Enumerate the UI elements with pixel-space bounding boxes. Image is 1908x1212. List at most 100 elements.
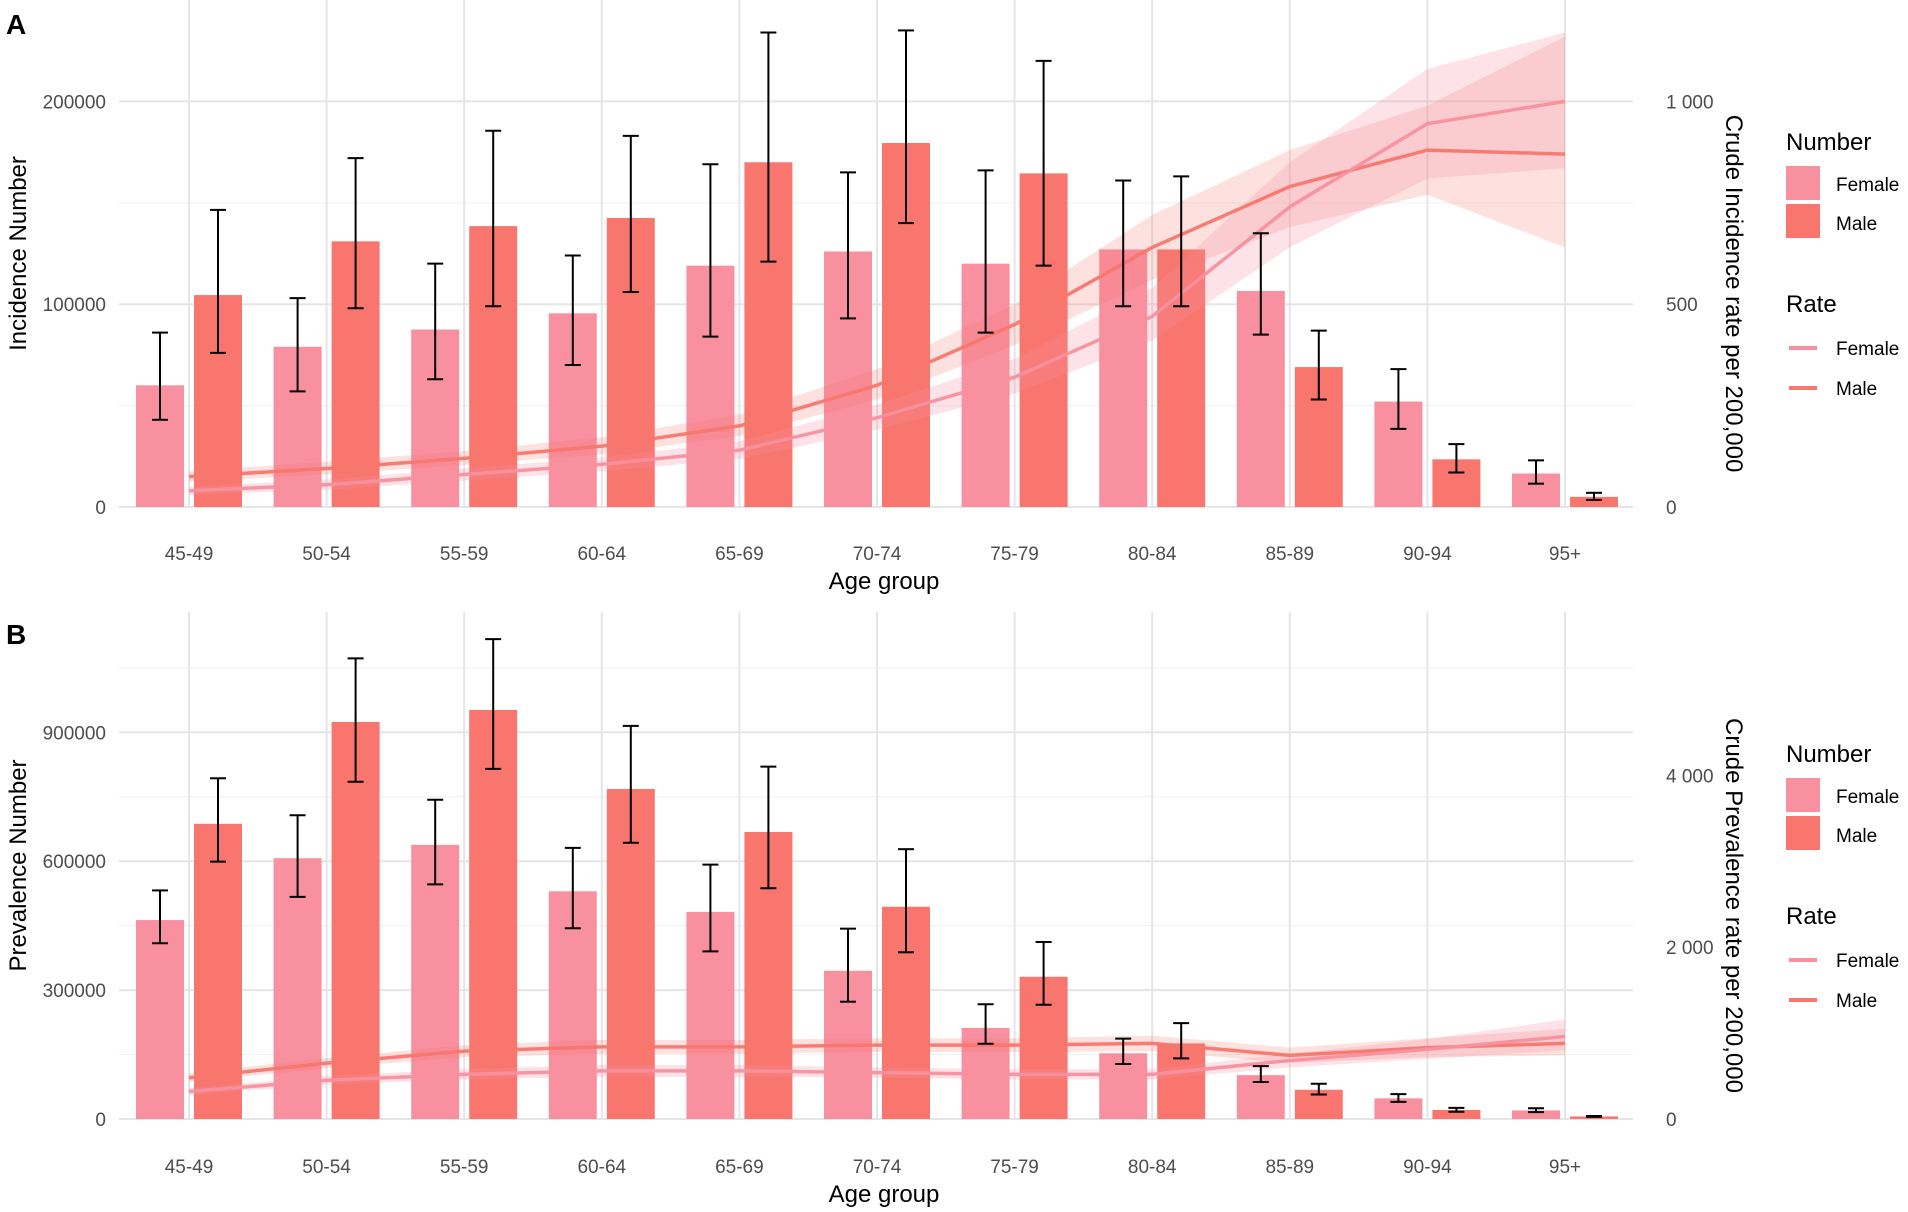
legend-label-male-rate: Male xyxy=(1836,991,1877,1012)
female-rate-ci-ribbon xyxy=(189,32,1565,495)
x-tick-label: 45-49 xyxy=(165,1157,214,1178)
y-axis-title: Prevalence Number xyxy=(5,759,32,971)
y-axis-title: Incidence Number xyxy=(5,156,32,351)
male-error-bar xyxy=(1035,940,1052,1006)
male-error-bar xyxy=(210,777,226,863)
x-axis-title: Age group xyxy=(829,1181,940,1207)
female-error-bar xyxy=(1252,232,1269,336)
panel-label: A xyxy=(6,9,26,40)
legend: Number Female Male Rate Female Male xyxy=(1786,741,1899,1012)
y2-tick-label: 500 xyxy=(1666,295,1698,316)
x-tick-label: 90-94 xyxy=(1403,1157,1452,1178)
male-error-bar xyxy=(1448,443,1465,474)
male-error-bar xyxy=(622,134,639,294)
male-bar xyxy=(331,721,380,1119)
male-error-bar xyxy=(1586,1114,1602,1118)
x-axis-title: Age group xyxy=(829,568,940,595)
male-error-bar xyxy=(1586,491,1602,501)
legend-key-female-bar xyxy=(1786,166,1820,200)
y-tick-label: 600000 xyxy=(43,852,106,873)
x-tick-label: 80-84 xyxy=(1128,1157,1177,1178)
female-bar xyxy=(136,920,184,1119)
y2-tick-label: 1 000 xyxy=(1666,92,1714,113)
female-rate-line xyxy=(188,99,1566,493)
female-rate-ci-ribbon xyxy=(189,1019,1565,1095)
male-error-bar xyxy=(1173,1022,1190,1060)
x-tick-label: 50-54 xyxy=(302,1157,351,1178)
male-error-bar xyxy=(622,724,639,844)
male-error-bar xyxy=(1310,1082,1327,1096)
x-tick-label: 95+ xyxy=(1549,544,1581,565)
x-tick-label: 95+ xyxy=(1549,1157,1581,1178)
legend: Number Female Male Rate Female Male xyxy=(1786,129,1899,400)
male-error-bar xyxy=(485,129,502,308)
male-error-bar xyxy=(210,208,226,354)
female-bar xyxy=(273,858,322,1119)
x-tick-label: 80-84 xyxy=(1128,544,1177,565)
female-error-bar xyxy=(1252,1065,1269,1084)
legend-label-male-rate: Male xyxy=(1836,379,1877,400)
male-error-bar xyxy=(1310,329,1327,401)
panel-B: 0 300000 600000 900000 0 2 000 4 000 45-49 50-54… xyxy=(5,612,1899,1208)
x-tick-label: 85-89 xyxy=(1265,544,1314,565)
male-error-bar xyxy=(485,638,502,770)
legend-label-female-rate: Female xyxy=(1836,339,1899,360)
female-error-bar xyxy=(1390,1093,1407,1103)
male-bar xyxy=(1432,1109,1481,1119)
y-tick-label: 300000 xyxy=(43,981,106,1002)
legend-title-number: Number xyxy=(1786,129,1871,156)
male-error-bar xyxy=(347,657,364,783)
female-error-bar xyxy=(152,331,168,421)
x-tick-label: 85-89 xyxy=(1265,1157,1314,1178)
legend-key-male-bar xyxy=(1786,816,1820,850)
female-error-bar xyxy=(1115,1037,1132,1066)
panel-label: B xyxy=(6,619,26,650)
male-bar xyxy=(194,823,242,1119)
male-rate-line xyxy=(188,148,1566,479)
legend-label-male: Male xyxy=(1836,826,1877,847)
female-error-bar xyxy=(152,889,168,945)
male-rate-line xyxy=(188,1041,1566,1080)
female-error-bar xyxy=(289,814,306,898)
male-error-bar xyxy=(347,157,364,310)
legend-key-male-bar xyxy=(1786,204,1820,238)
male-error-bar xyxy=(1173,175,1190,308)
male-error-bar xyxy=(760,765,777,890)
female-bar xyxy=(1512,1110,1560,1119)
x-tick-label: 75-79 xyxy=(990,544,1039,565)
legend-label-female-rate: Female xyxy=(1836,951,1899,972)
y-tick-label: 200000 xyxy=(43,92,106,113)
x-tick-label: 45-49 xyxy=(165,544,214,565)
y-tick-label: 0 xyxy=(95,498,106,519)
female-error-bar xyxy=(1390,368,1407,430)
female-error-bar xyxy=(564,254,581,367)
y2-tick-label: 4 000 xyxy=(1666,766,1714,787)
female-error-bar xyxy=(702,163,719,338)
x-tick-label: 50-54 xyxy=(302,544,351,565)
y2-tick-label: 2 000 xyxy=(1666,938,1714,959)
y-tick-label: 0 xyxy=(95,1110,106,1131)
x-tick-label: 60-64 xyxy=(577,1157,626,1178)
male-rate-ci-ribbon xyxy=(189,36,1565,482)
female-error-bar xyxy=(427,262,444,381)
x-tick-label: 90-94 xyxy=(1403,544,1452,565)
male-error-bar xyxy=(898,848,914,954)
legend-title-rate: Rate xyxy=(1786,903,1837,930)
x-tick-label: 75-79 xyxy=(990,1157,1039,1178)
female-error-bar xyxy=(1528,1107,1544,1114)
y-tick-label: 100000 xyxy=(43,295,106,316)
male-error-bar xyxy=(898,29,914,225)
x-tick-label: 55-59 xyxy=(440,544,489,565)
x-tick-label: 65-69 xyxy=(715,1157,764,1178)
male-error-bar xyxy=(760,31,777,263)
legend-title-rate: Rate xyxy=(1786,291,1837,318)
male-bar xyxy=(606,789,655,1119)
legend-label-male: Male xyxy=(1836,214,1877,235)
female-error-bar xyxy=(977,1003,994,1045)
male-bar xyxy=(1570,496,1618,507)
female-error-bar xyxy=(977,169,994,334)
female-error-bar xyxy=(289,297,306,393)
y2-tick-label: 0 xyxy=(1666,498,1677,519)
